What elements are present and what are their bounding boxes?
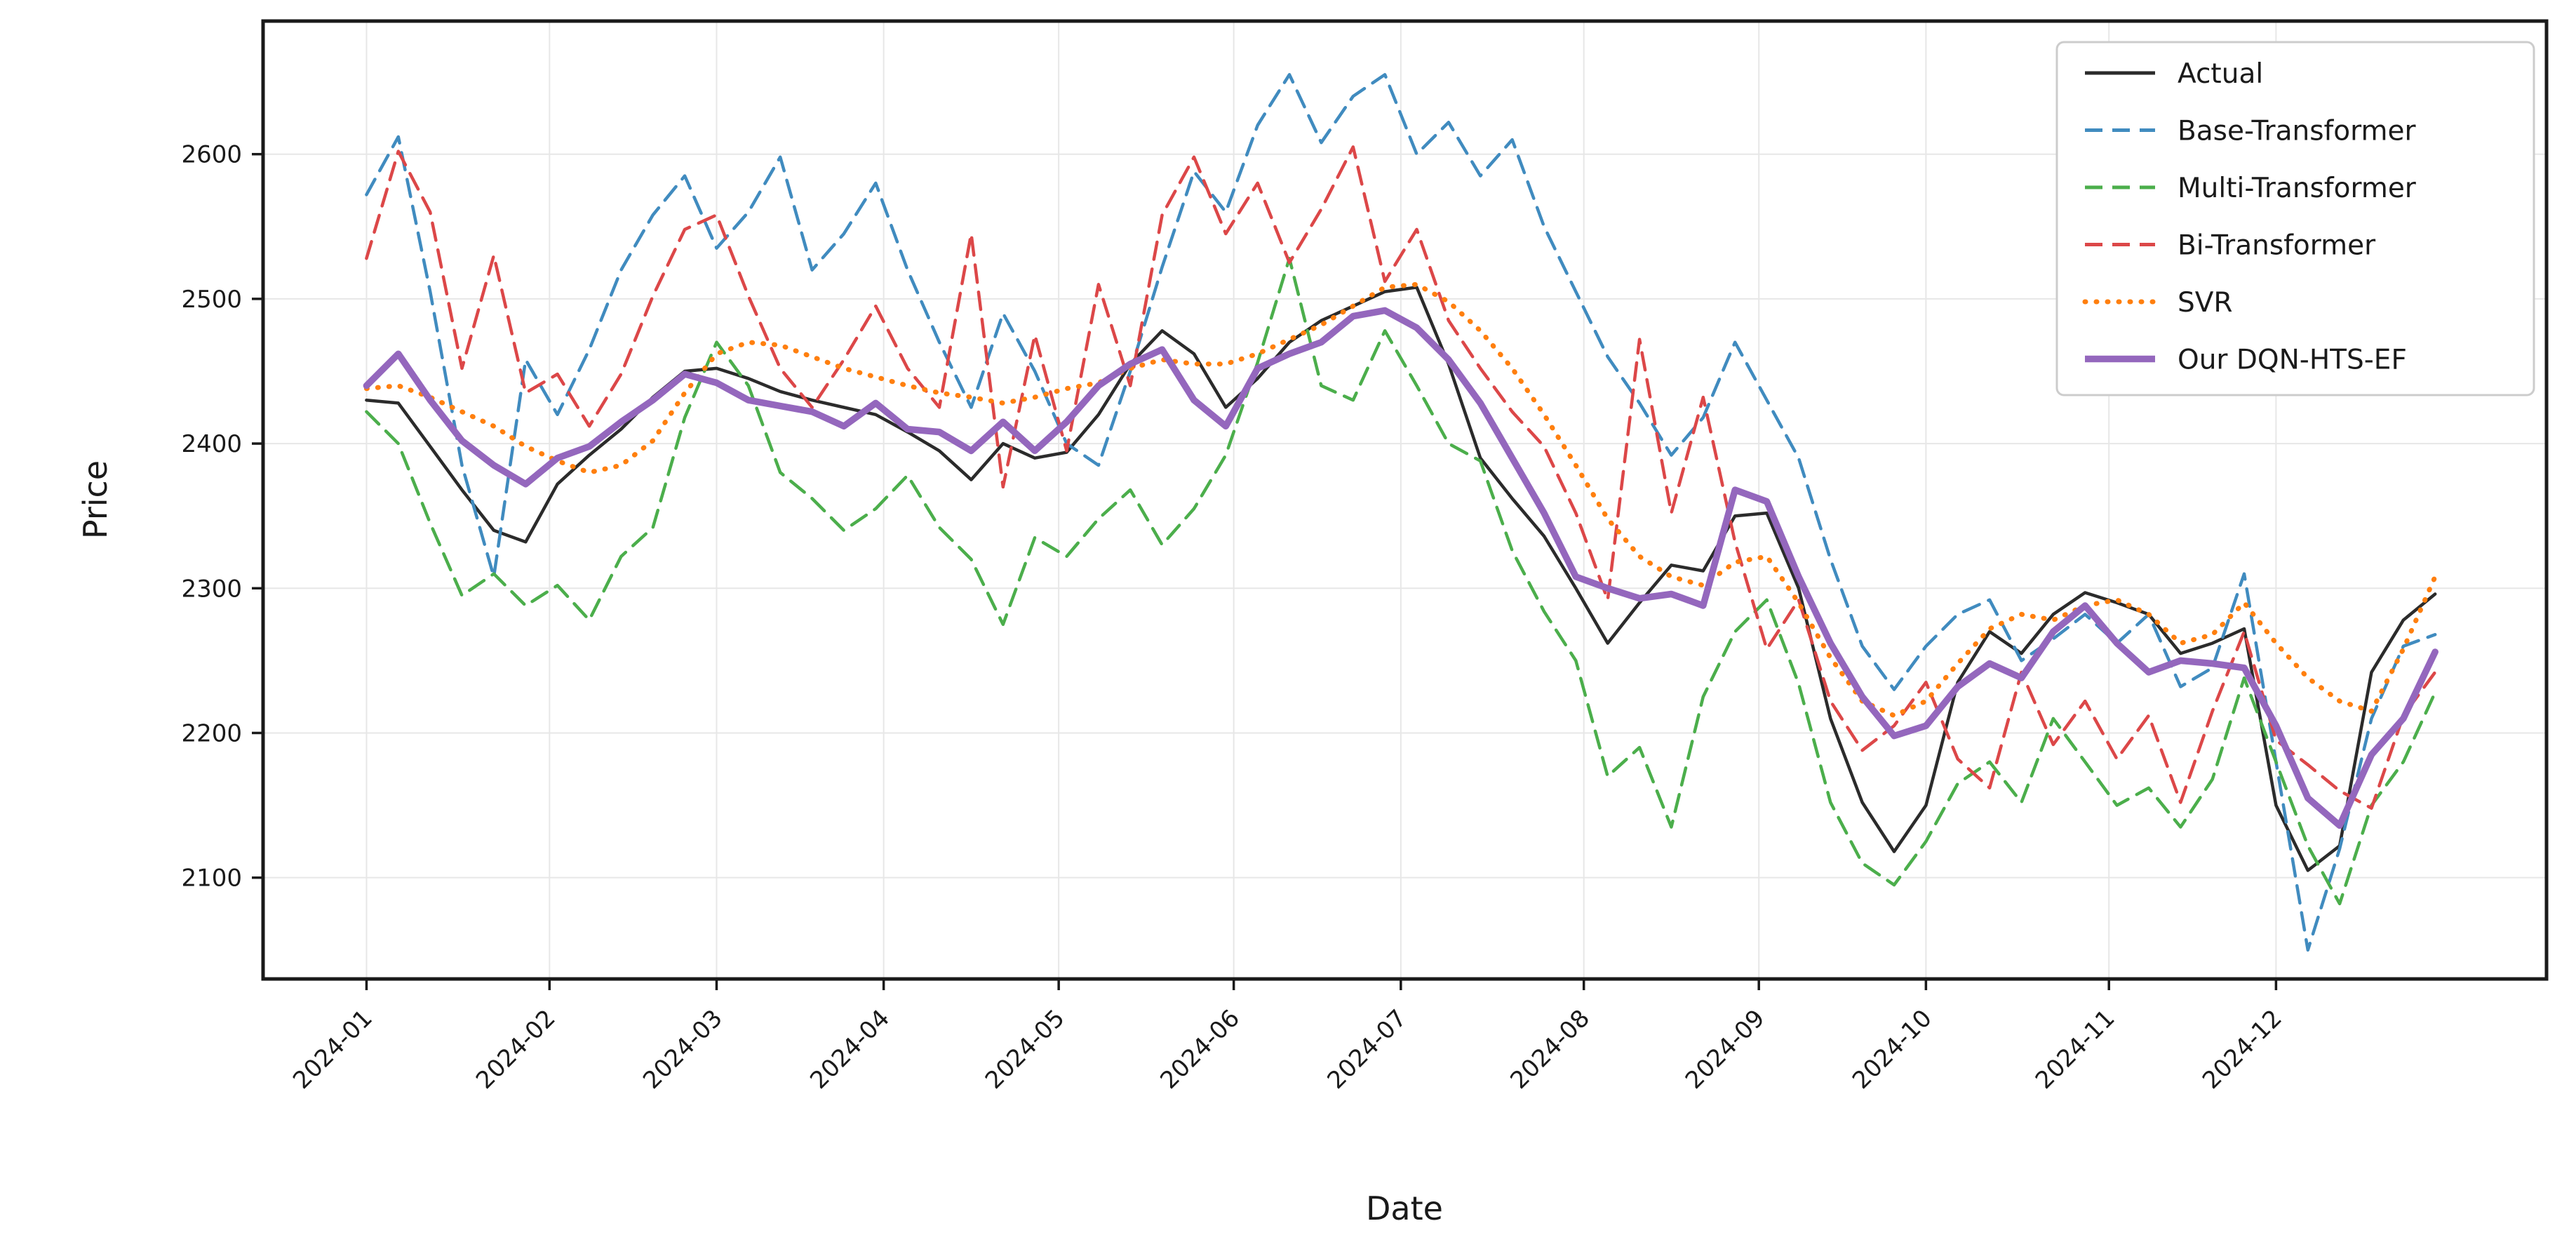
x-tick-label: 2024-06 bbox=[1155, 1004, 1245, 1095]
axes-spines bbox=[261, 19, 2549, 981]
x-tick-label: 2024-01 bbox=[288, 1004, 378, 1095]
x-tick-label: 2024-04 bbox=[805, 1004, 895, 1095]
legend-item: SVR bbox=[2082, 287, 2233, 319]
legend-box bbox=[2055, 41, 2535, 396]
x-axis-title: Date bbox=[1366, 1189, 1443, 1227]
y-tick-label: 2300 bbox=[181, 575, 242, 603]
y-tick-label: 2100 bbox=[181, 865, 242, 893]
y-tick-label: 2500 bbox=[181, 286, 242, 314]
y-axis-title: Price bbox=[76, 460, 114, 539]
legend-item: Base-Transformer bbox=[2085, 116, 2416, 147]
legend-label: Actual bbox=[2178, 58, 2263, 90]
chart-series bbox=[363, 73, 2439, 952]
legend-item: Bi-Transformer bbox=[2085, 230, 2376, 262]
legend-item: Multi-Transformer bbox=[2085, 173, 2417, 204]
x-tick-label: 2024-10 bbox=[1847, 1004, 1938, 1095]
series-line-bi-transformer bbox=[365, 145, 2437, 810]
x-tick-label: 2024-08 bbox=[1505, 1004, 1595, 1095]
y-tick-label: 2200 bbox=[181, 719, 242, 747]
series-line-our-dqn-hts-ef bbox=[363, 307, 2439, 829]
legend-label: Base-Transformer bbox=[2178, 116, 2416, 147]
legend: Actual Base-Transformer Multi-Transformer B… bbox=[2055, 41, 2535, 396]
legend-item: Our DQN-HTS-EF bbox=[2085, 345, 2407, 376]
x-tick-label: 2024-07 bbox=[1322, 1004, 1412, 1095]
x-tick-label: 2024-11 bbox=[2030, 1004, 2121, 1095]
legend-label: Bi-Transformer bbox=[2178, 230, 2376, 262]
gridlines bbox=[263, 21, 2547, 979]
y-tick-label: 2400 bbox=[181, 430, 242, 458]
series-line-svr bbox=[363, 281, 2438, 719]
series-line-actual bbox=[365, 286, 2437, 872]
legend-label: SVR bbox=[2178, 287, 2233, 319]
x-tick-label: 2024-03 bbox=[638, 1004, 728, 1095]
x-tick-label: 2024-05 bbox=[980, 1004, 1071, 1095]
y-tick-label: 2600 bbox=[181, 141, 242, 169]
x-tick-label: 2024-12 bbox=[2197, 1004, 2288, 1095]
legend-item: Actual bbox=[2085, 58, 2263, 90]
series-line-multi-transformer bbox=[365, 256, 2437, 906]
legend-label: Multi-Transformer bbox=[2178, 173, 2417, 204]
plot-border bbox=[261, 19, 2549, 981]
legend-label: Our DQN-HTS-EF bbox=[2178, 345, 2407, 376]
series-line-base-transformer bbox=[365, 73, 2437, 952]
x-tick-label: 2024-09 bbox=[1680, 1004, 1771, 1095]
x-tick-label: 2024-02 bbox=[471, 1004, 561, 1095]
